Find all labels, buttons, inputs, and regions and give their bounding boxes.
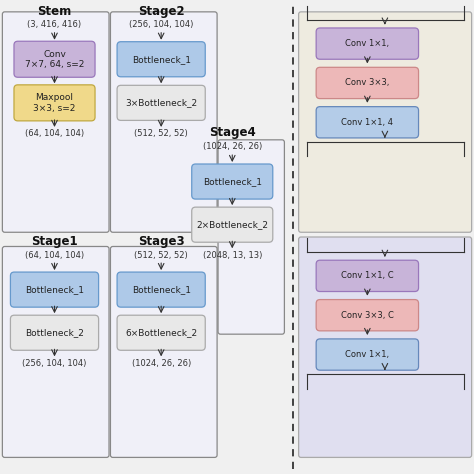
Text: Stage3: Stage3 — [138, 235, 184, 248]
FancyBboxPatch shape — [316, 339, 419, 370]
FancyBboxPatch shape — [110, 12, 217, 232]
Text: 6×Bottleneck_2: 6×Bottleneck_2 — [125, 328, 197, 337]
Text: Bottleneck_1: Bottleneck_1 — [25, 285, 84, 294]
FancyBboxPatch shape — [191, 164, 273, 199]
Text: (512, 52, 52): (512, 52, 52) — [134, 129, 188, 138]
Text: Stem: Stem — [37, 5, 72, 18]
FancyBboxPatch shape — [316, 260, 419, 292]
FancyBboxPatch shape — [117, 315, 205, 350]
Text: (64, 104, 104): (64, 104, 104) — [25, 251, 84, 259]
Text: (2048, 13, 13): (2048, 13, 13) — [202, 251, 262, 259]
FancyBboxPatch shape — [10, 315, 99, 350]
FancyBboxPatch shape — [299, 237, 472, 457]
FancyBboxPatch shape — [316, 28, 419, 59]
FancyBboxPatch shape — [299, 12, 472, 232]
Text: 3×Bottleneck_2: 3×Bottleneck_2 — [125, 99, 197, 107]
Text: Conv 3×3, C: Conv 3×3, C — [341, 311, 394, 319]
Text: Bottleneck_2: Bottleneck_2 — [25, 328, 84, 337]
FancyBboxPatch shape — [218, 140, 284, 334]
Text: (3, 416, 416): (3, 416, 416) — [27, 20, 82, 29]
FancyBboxPatch shape — [14, 41, 95, 77]
FancyBboxPatch shape — [117, 85, 205, 120]
FancyBboxPatch shape — [117, 272, 205, 307]
Text: Bottleneck_1: Bottleneck_1 — [132, 285, 191, 294]
Text: Conv 1×1, C: Conv 1×1, C — [341, 272, 394, 280]
Text: Stage2: Stage2 — [138, 5, 184, 18]
Text: Conv 3×3,: Conv 3×3, — [345, 79, 390, 87]
FancyBboxPatch shape — [316, 300, 419, 331]
FancyBboxPatch shape — [316, 107, 419, 138]
Text: Stage1: Stage1 — [31, 235, 78, 248]
Text: (256, 104, 104): (256, 104, 104) — [129, 20, 193, 29]
Text: Bottleneck_1: Bottleneck_1 — [132, 55, 191, 64]
FancyBboxPatch shape — [2, 12, 109, 232]
FancyBboxPatch shape — [110, 246, 217, 457]
Text: Conv 1×1, 4: Conv 1×1, 4 — [341, 118, 393, 127]
Text: Bottleneck_1: Bottleneck_1 — [203, 177, 262, 186]
FancyBboxPatch shape — [14, 85, 95, 121]
Text: (256, 104, 104): (256, 104, 104) — [22, 359, 87, 367]
FancyBboxPatch shape — [191, 207, 273, 242]
Text: (64, 104, 104): (64, 104, 104) — [25, 129, 84, 138]
Text: Conv
7×7, 64, s=2: Conv 7×7, 64, s=2 — [25, 50, 84, 69]
Text: 2×Bottleneck_2: 2×Bottleneck_2 — [196, 220, 268, 229]
Text: (1024, 26, 26): (1024, 26, 26) — [202, 143, 262, 151]
FancyBboxPatch shape — [316, 67, 419, 99]
Text: Conv 1×1,: Conv 1×1, — [345, 39, 390, 48]
Text: Conv 1×1,: Conv 1×1, — [345, 350, 390, 359]
Text: (1024, 26, 26): (1024, 26, 26) — [132, 359, 191, 367]
Text: (512, 52, 52): (512, 52, 52) — [134, 251, 188, 259]
FancyBboxPatch shape — [2, 246, 109, 457]
Text: Maxpool
3×3, s=2: Maxpool 3×3, s=2 — [33, 93, 76, 112]
FancyBboxPatch shape — [117, 42, 205, 77]
FancyBboxPatch shape — [10, 272, 99, 307]
Text: Stage4: Stage4 — [209, 126, 255, 139]
